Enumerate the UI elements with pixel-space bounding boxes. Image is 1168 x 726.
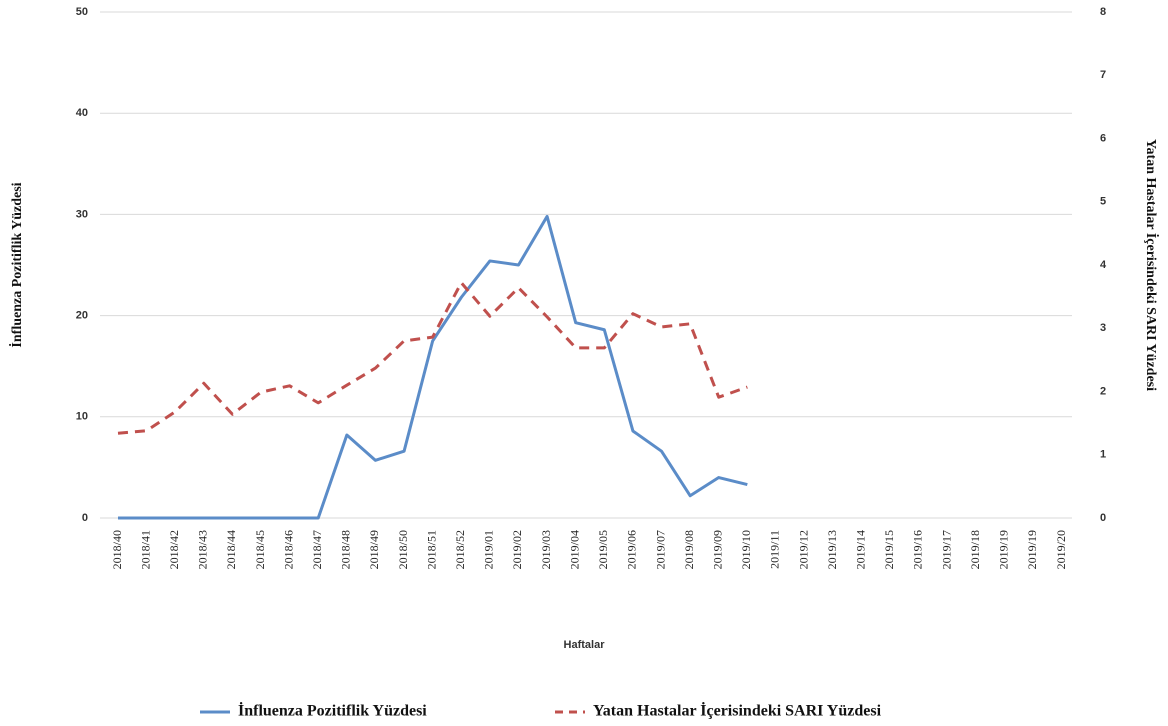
y2-tick-label: 1: [1100, 449, 1106, 461]
x-tick-label: 2019/09: [710, 530, 724, 569]
y2-tick-label: 2: [1100, 385, 1106, 397]
x-tick-label: 2018/45: [253, 530, 267, 569]
legend-label: Yatan Hastalar İçerisindeki SARI Yüzdesi: [593, 701, 882, 720]
x-tick-label: 2019/19: [997, 530, 1011, 569]
x-tick-label: 2019/02: [510, 530, 524, 569]
x-tick-label: 2018/52: [453, 530, 467, 569]
x-tick-label: 2019/18: [968, 530, 982, 569]
y-tick-label: 20: [76, 310, 88, 322]
x-tick-label: 2018/47: [310, 530, 324, 569]
y2-axis-title: Yatan Hastalar İçerisindeki SARI Yüzdesi: [1143, 139, 1160, 391]
x-tick-label: 2018/44: [224, 530, 238, 569]
y2-tick-label: 0: [1100, 512, 1106, 524]
series-line: [117, 281, 748, 435]
x-tick-label: 2018/43: [196, 530, 210, 569]
x-tick-label: 2019/15: [882, 530, 896, 569]
y2-tick-label: 5: [1100, 196, 1106, 208]
x-tick-label: 2018/48: [339, 530, 353, 569]
x-tick-label: 2019/03: [539, 530, 553, 569]
y-tick-label: 40: [76, 107, 88, 119]
x-tick-label: 2019/04: [567, 530, 581, 569]
y-axis-title: İnfluenza Pozitiflik Yüzdesi: [8, 182, 25, 347]
x-tick-label: 2019/13: [825, 530, 839, 569]
y2-tick-label: 3: [1100, 322, 1106, 334]
x-tick-label: 2019/06: [625, 530, 639, 569]
x-tick-label: 2019/20: [1054, 530, 1068, 569]
x-tick-label: 2018/46: [281, 530, 295, 569]
x-tick-label: 2019/12: [796, 530, 810, 569]
x-tick-label: 2019/01: [482, 530, 496, 569]
x-tick-label: 2019/07: [653, 530, 667, 569]
x-tick-label: 2019/11: [768, 530, 782, 569]
y-tick-label: 10: [76, 411, 88, 423]
x-tick-label: 2019/16: [911, 530, 925, 569]
legend-label: İnfluenza Pozitiflik Yüzdesi: [238, 701, 427, 720]
x-tick-label: 2019/19: [1025, 530, 1039, 569]
x-tick-label: 2018/51: [424, 530, 438, 569]
x-tick-label: 2019/10: [739, 530, 753, 569]
y2-tick-label: 4: [1100, 259, 1107, 271]
y-tick-label: 50: [76, 6, 88, 18]
y2-tick-label: 6: [1100, 132, 1106, 144]
x-tick-label: 2018/40: [110, 530, 124, 569]
x-axis-title: Haftalar: [564, 639, 606, 651]
x-tick-label: 2019/05: [596, 530, 610, 569]
y-tick-label: 0: [82, 512, 88, 524]
x-tick-label: 2018/41: [138, 530, 152, 569]
x-tick-label: 2018/42: [167, 530, 181, 569]
x-tick-label: 2019/08: [682, 530, 696, 569]
x-tick-label: 2018/49: [367, 530, 381, 569]
y2-tick-label: 8: [1100, 6, 1106, 18]
x-tick-label: 2019/14: [854, 530, 868, 569]
x-tick-label: 2018/50: [396, 530, 410, 569]
y2-tick-label: 7: [1100, 69, 1106, 81]
series-line: [118, 214, 748, 520]
x-tick-label: 2019/17: [939, 530, 953, 569]
y-tick-label: 30: [76, 208, 88, 220]
